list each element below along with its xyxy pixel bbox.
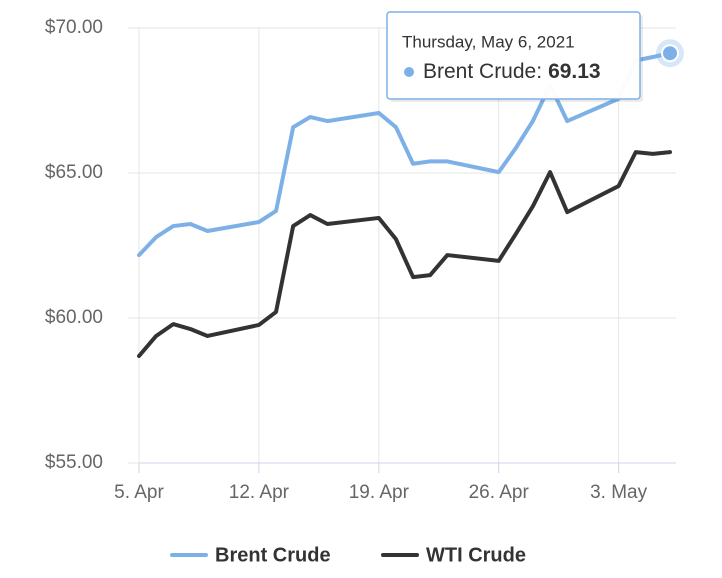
x-tick-label: 3. May xyxy=(590,482,648,503)
tooltip-header: Thursday, May 6, 2021 xyxy=(402,32,575,51)
y-tick-label: $60.00 xyxy=(45,307,103,328)
x-tick-label: 12. Apr xyxy=(229,482,290,503)
tooltip-value: 69.13 xyxy=(548,60,601,83)
tooltip-box xyxy=(386,11,641,100)
tooltip-label: Brent Crude: xyxy=(423,60,542,83)
y-tick-label: $65.00 xyxy=(45,162,103,183)
y-tick-label: $55.00 xyxy=(45,452,103,473)
tooltip-text: Brent Crude: 69.13 xyxy=(423,60,601,83)
x-tick-label: 19. Apr xyxy=(349,482,410,503)
legend-label[interactable]: WTI Crude xyxy=(426,544,526,566)
tooltip: Thursday, May 6, 2021 Brent Crude: 69.13 xyxy=(386,11,643,102)
y-tick-label: $70.00 xyxy=(45,17,103,38)
x-tick-label: 5. Apr xyxy=(114,482,164,503)
series-line xyxy=(137,51,672,258)
tooltip-dot xyxy=(404,67,414,77)
hover-point xyxy=(661,44,679,63)
x-tick-label: 26. Apr xyxy=(469,482,530,503)
series-line xyxy=(137,150,672,358)
legend-label[interactable]: Brent Crude xyxy=(215,544,331,566)
